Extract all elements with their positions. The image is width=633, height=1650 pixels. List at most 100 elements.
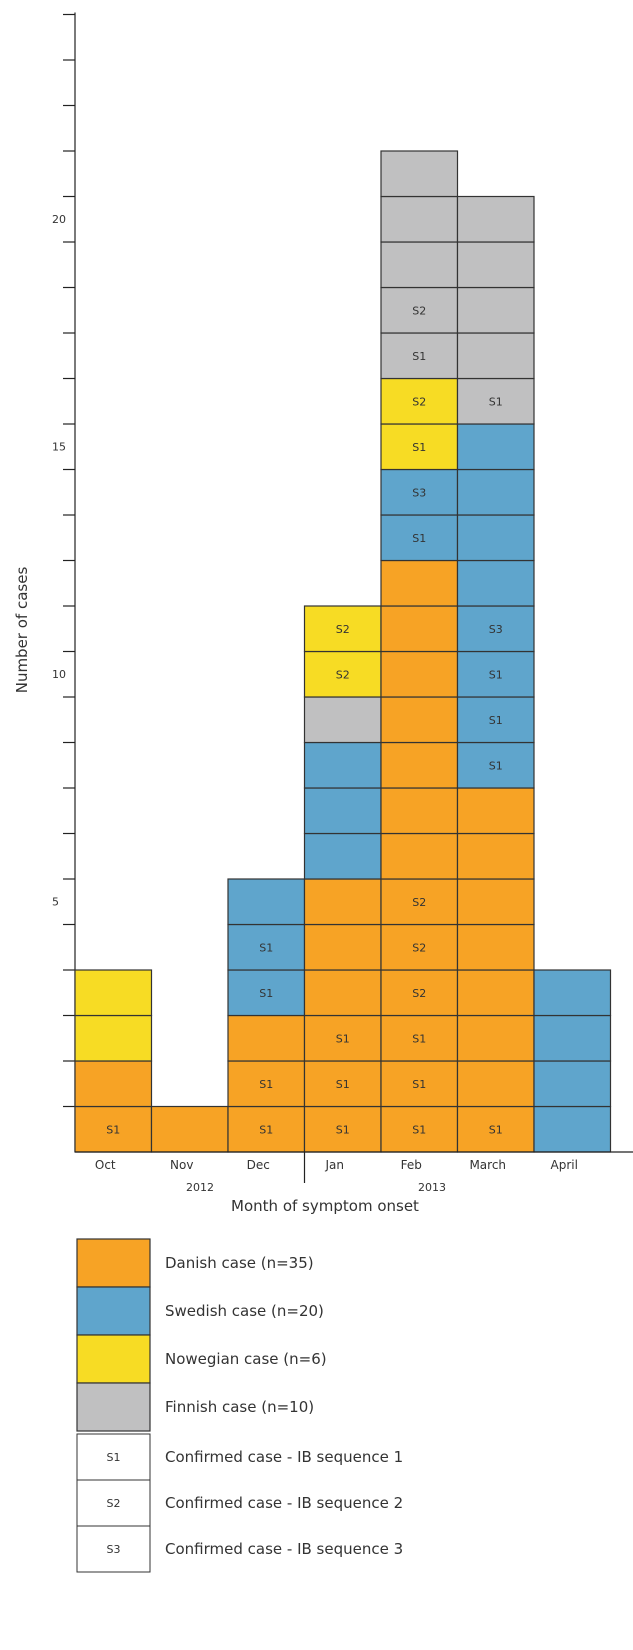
- case-cell-feb-2: [380, 1060, 459, 1108]
- legend-sequence-label-2: Confirmed case - IB sequence 2: [165, 1494, 403, 1512]
- case-cell-feb-14: [380, 514, 459, 562]
- sequence-label-feb-19: S2: [412, 304, 426, 317]
- case-cell-feb-7: [380, 832, 459, 880]
- legend-sequence-label-1: Confirmed case - IB sequence 1: [165, 1448, 403, 1466]
- case-cell-dec-3: [227, 1014, 306, 1062]
- case-cell-march-15: [456, 468, 535, 516]
- legend-sequence-box-2: [76, 1479, 151, 1527]
- sequence-label-feb-4: S2: [412, 987, 426, 1000]
- sequence-label-dec-1: S1: [259, 1123, 273, 1136]
- case-cell-march-19: [456, 286, 535, 334]
- case-cell-march-17: [456, 377, 535, 425]
- x-tick-label-april: April: [551, 1158, 578, 1172]
- sequence-label-feb-17: S2: [412, 395, 426, 408]
- sequence-label-jan-2: S1: [336, 1078, 350, 1091]
- case-cell-feb-21: [380, 195, 459, 243]
- sequence-label-feb-18: S1: [412, 350, 426, 363]
- y-axis: 510152025: [52, 12, 76, 1152]
- y-tick-label-5: 5: [52, 896, 59, 909]
- x-tick-label-oct: Oct: [95, 1158, 116, 1172]
- sequence-label-dec-4: S1: [259, 987, 273, 1000]
- year-label-2013: 2013: [418, 1181, 446, 1194]
- x-tick-label-feb: Feb: [401, 1158, 422, 1172]
- x-tick-label-jan: Jan: [325, 1158, 345, 1172]
- case-cell-jan-9: [303, 741, 382, 789]
- legend-label-3: Nowegian case (n=6): [165, 1350, 327, 1368]
- case-cell-jan-7: [303, 832, 382, 880]
- legend-sequence-label-3: Confirmed case - IB sequence 3: [165, 1540, 403, 1558]
- case-cell-dec-6: [227, 878, 306, 926]
- legend-label-2: Swedish case (n=20): [165, 1302, 324, 1320]
- case-cell-april-2: [533, 1060, 612, 1108]
- sequence-label-jan-11: S2: [336, 668, 350, 681]
- case-cell-feb-10: [380, 696, 459, 744]
- case-cell-march-4: [456, 969, 535, 1017]
- case-cell-feb-5: [380, 923, 459, 971]
- x-axis-title: Month of symptom onset: [231, 1197, 419, 1215]
- year-label-2012: 2012: [186, 1181, 214, 1194]
- x-tick-label-march: March: [469, 1158, 506, 1172]
- sequence-label-jan-12: S2: [336, 623, 350, 636]
- case-cell-march-8: [456, 787, 535, 835]
- case-cell-march-7: [456, 832, 535, 880]
- case-cell-oct-2: [74, 1060, 153, 1108]
- case-cell-feb-22: [380, 150, 459, 198]
- sequence-label-feb-15: S3: [412, 486, 426, 499]
- y-tick-label-15: 15: [52, 441, 66, 454]
- case-cell-nov-1: [150, 1105, 229, 1153]
- sequence-label-feb-2: S1: [412, 1078, 426, 1091]
- case-cell-feb-13: [380, 559, 459, 607]
- case-cell-jan-6: [303, 878, 382, 926]
- case-cell-jan-1: [303, 1105, 382, 1153]
- x-tick-label-nov: Nov: [170, 1158, 193, 1172]
- sequence-label-feb-6: S2: [412, 896, 426, 909]
- sequence-label-feb-1: S1: [412, 1123, 426, 1136]
- legend-label-1: Danish case (n=35): [165, 1254, 314, 1272]
- sequence-label-dec-5: S1: [259, 941, 273, 954]
- case-cell-feb-20: [380, 241, 459, 289]
- case-cell-feb-3: [380, 1014, 459, 1062]
- legend: Danish case (n=35) Swedish case (n=20) Now…: [76, 1238, 403, 1573]
- case-cell-jan-10: [303, 696, 382, 744]
- case-cell-march-21: [456, 195, 535, 243]
- sequence-label-feb-16: S1: [412, 441, 426, 454]
- legend-sequence-code-3: S3: [107, 1543, 121, 1556]
- y-tick-label-10: 10: [52, 668, 66, 681]
- legend-swatch-1: [76, 1238, 151, 1288]
- sequence-label-jan-1: S1: [336, 1123, 350, 1136]
- sequence-label-dec-2: S1: [259, 1078, 273, 1091]
- legend-swatch-3: [76, 1334, 151, 1384]
- case-cell-march-11: [456, 650, 535, 698]
- legend-sequence-code-2: S2: [107, 1497, 121, 1510]
- case-cell-feb-1: [380, 1105, 459, 1153]
- sequence-label-feb-5: S2: [412, 941, 426, 954]
- sequence-label-jan-3: S1: [336, 1032, 350, 1045]
- case-cell-feb-12: [380, 605, 459, 653]
- case-cell-jan-8: [303, 787, 382, 835]
- case-cell-march-1: [456, 1105, 535, 1153]
- case-cell-feb-4: [380, 969, 459, 1017]
- case-cell-april-4: [533, 969, 612, 1017]
- case-cell-oct-4: [74, 969, 153, 1017]
- case-cell-march-5: [456, 923, 535, 971]
- sequence-label-feb-14: S1: [412, 532, 426, 545]
- sequence-label-march-1: S1: [489, 1123, 503, 1136]
- case-cell-feb-8: [380, 787, 459, 835]
- case-cell-dec-1: [227, 1105, 306, 1153]
- sequence-label-march-17: S1: [489, 395, 503, 408]
- case-cell-march-6: [456, 878, 535, 926]
- sequence-label-march-10: S1: [489, 714, 503, 727]
- legend-swatch-2: [76, 1286, 151, 1336]
- case-cell-march-3: [456, 1014, 535, 1062]
- case-cell-feb-9: [380, 741, 459, 789]
- case-cell-dec-4: [227, 969, 306, 1017]
- case-cell-march-14: [456, 514, 535, 562]
- case-cell-jan-12: [303, 605, 382, 653]
- legend-sequence-box-3: [76, 1525, 151, 1573]
- y-axis-title: Number of cases: [13, 567, 31, 694]
- case-cell-feb-19: [380, 286, 459, 334]
- case-cell-april-1: [533, 1105, 612, 1153]
- case-cell-march-18: [456, 332, 535, 380]
- case-cell-march-2: [456, 1060, 535, 1108]
- sequence-label-march-11: S1: [489, 668, 503, 681]
